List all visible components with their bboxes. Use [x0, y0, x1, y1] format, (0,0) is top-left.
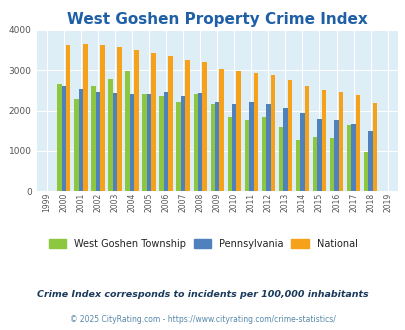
- Bar: [125, 71, 130, 191]
- Bar: [372, 103, 376, 191]
- Bar: [74, 99, 79, 191]
- Bar: [117, 47, 121, 191]
- Bar: [350, 124, 355, 191]
- Bar: [333, 120, 338, 191]
- Bar: [168, 55, 172, 191]
- Bar: [299, 113, 304, 191]
- Bar: [261, 117, 265, 191]
- Bar: [346, 125, 350, 191]
- Bar: [363, 152, 367, 191]
- Bar: [108, 79, 113, 191]
- Bar: [96, 92, 100, 191]
- Bar: [113, 93, 117, 191]
- Bar: [130, 94, 134, 191]
- Bar: [185, 60, 189, 191]
- Bar: [164, 92, 168, 191]
- Bar: [282, 108, 287, 191]
- Bar: [83, 44, 87, 191]
- Text: © 2025 CityRating.com - https://www.cityrating.com/crime-statistics/: © 2025 CityRating.com - https://www.city…: [70, 315, 335, 324]
- Bar: [249, 102, 253, 191]
- Bar: [210, 105, 215, 191]
- Bar: [321, 90, 325, 191]
- Bar: [134, 50, 138, 191]
- Bar: [176, 102, 181, 191]
- Bar: [329, 138, 333, 191]
- Bar: [215, 102, 219, 191]
- Bar: [253, 73, 257, 191]
- Bar: [66, 46, 70, 191]
- Bar: [287, 80, 291, 191]
- Bar: [219, 69, 223, 191]
- Bar: [159, 96, 164, 191]
- Bar: [57, 84, 62, 191]
- Bar: [151, 53, 155, 191]
- Bar: [236, 71, 240, 191]
- Bar: [312, 137, 316, 191]
- Bar: [295, 140, 299, 191]
- Bar: [147, 94, 151, 191]
- Bar: [244, 120, 249, 191]
- Bar: [278, 127, 282, 191]
- Bar: [202, 62, 206, 191]
- Bar: [227, 117, 232, 191]
- Bar: [355, 95, 359, 191]
- Bar: [198, 93, 202, 191]
- Bar: [91, 86, 96, 191]
- Bar: [304, 86, 308, 191]
- Bar: [270, 75, 274, 191]
- Bar: [316, 118, 321, 191]
- Bar: [100, 46, 104, 191]
- Title: West Goshen Property Crime Index: West Goshen Property Crime Index: [67, 12, 367, 27]
- Bar: [232, 104, 236, 191]
- Bar: [265, 104, 270, 191]
- Bar: [338, 92, 342, 191]
- Bar: [367, 131, 372, 191]
- Bar: [79, 89, 83, 191]
- Bar: [193, 94, 198, 191]
- Legend: West Goshen Township, Pennsylvania, National: West Goshen Township, Pennsylvania, Nati…: [45, 235, 360, 252]
- Bar: [142, 94, 147, 191]
- Bar: [181, 96, 185, 191]
- Bar: [62, 86, 66, 191]
- Text: Crime Index corresponds to incidents per 100,000 inhabitants: Crime Index corresponds to incidents per…: [37, 290, 368, 299]
